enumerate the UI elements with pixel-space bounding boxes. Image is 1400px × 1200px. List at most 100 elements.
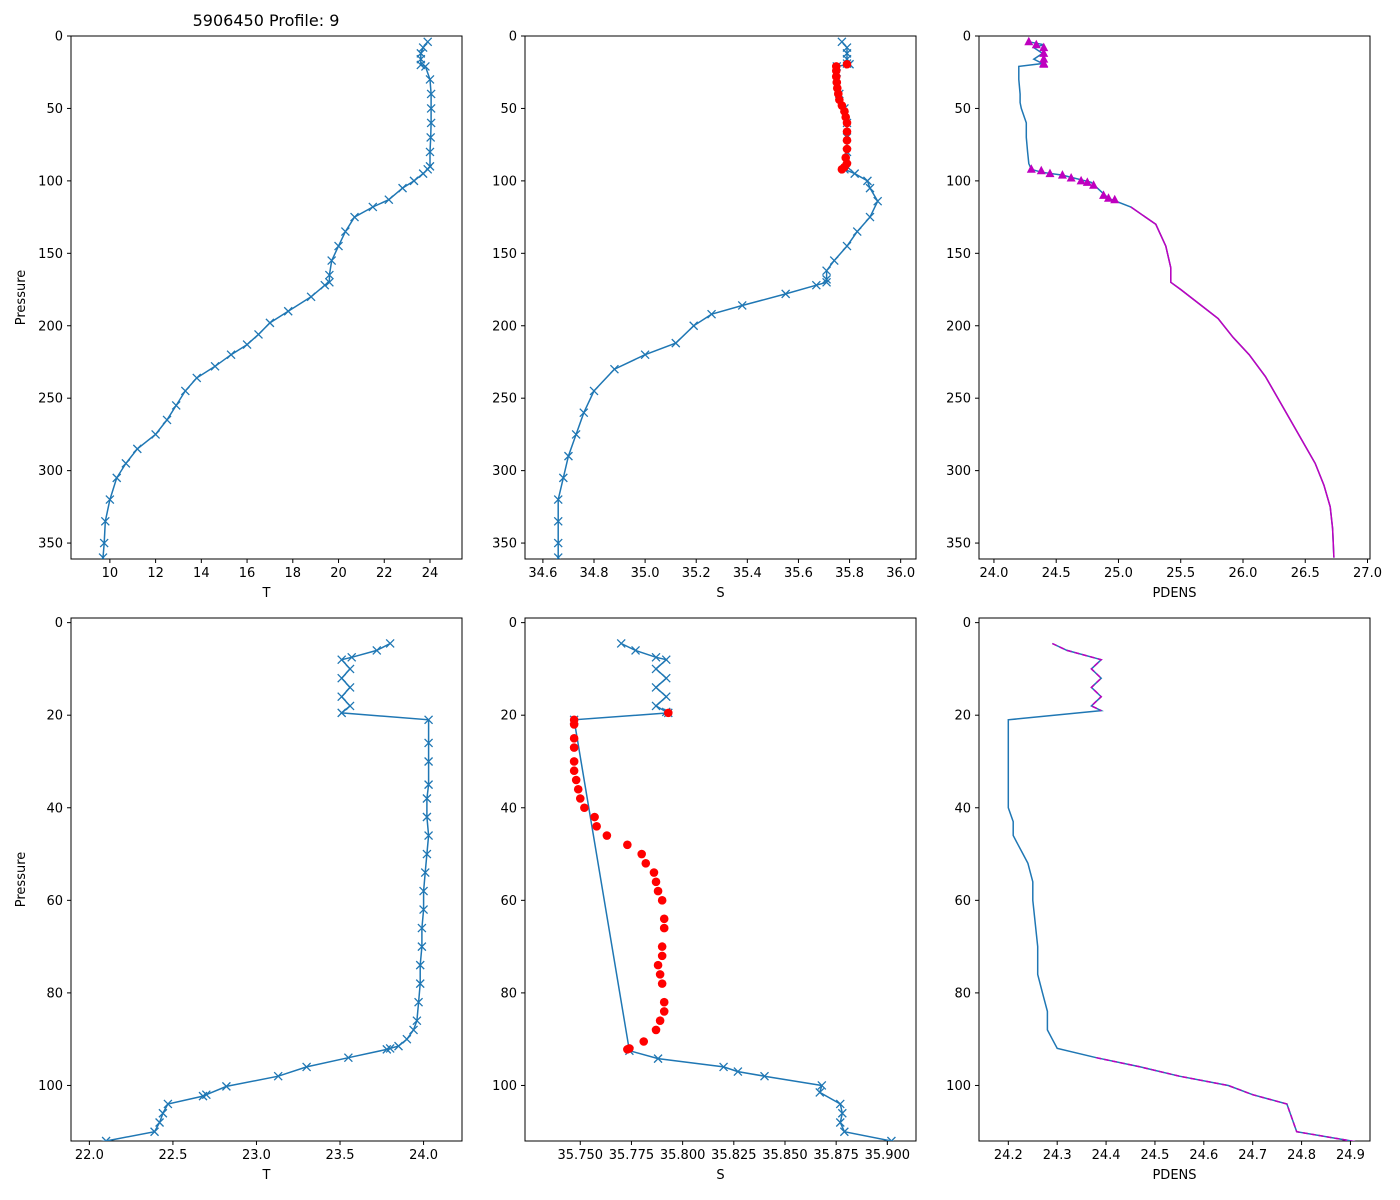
data-point-x-marker [385, 1043, 395, 1053]
series-pdens-overlay [1051, 642, 1103, 712]
subplot-bottom-PDENS: 24.2 24.3 24.4 24.5 24.6 24.7 24.8 24.9 0 20 40 60 8… [946, 616, 1371, 1183]
data-point-circle-marker [655, 1016, 665, 1025]
series-pdens-tail [1130, 206, 1335, 558]
data-point-x-marker [426, 118, 436, 128]
y-tick-label: 20 [46, 709, 63, 724]
data-point-x-marker [337, 692, 347, 702]
data-point-circle-marker [655, 970, 665, 979]
data-point-circle-marker [659, 997, 669, 1007]
series-s-flagged [569, 708, 673, 1054]
data-point-x-marker [419, 886, 429, 896]
data-point-circle-marker [659, 914, 669, 924]
data-point-x-marker [563, 451, 573, 461]
data-point-x-marker [100, 516, 110, 526]
y-tick-label: 80 [46, 986, 63, 1001]
data-point-x-marker [98, 553, 108, 559]
data-point-circle-marker [580, 803, 589, 813]
data-point-x-marker [150, 1127, 160, 1137]
data-point-x-marker [417, 942, 427, 952]
data-point-x-marker [132, 444, 142, 454]
data-point-x-marker [384, 195, 394, 205]
plot-area [1007, 642, 1357, 1141]
data-point-circle-marker [842, 144, 852, 154]
data-point-triangle-marker [1076, 175, 1086, 185]
data-point-circle-marker [573, 784, 583, 794]
data-point-x-marker [425, 75, 435, 84]
data-point-circle-marker [641, 859, 651, 868]
axes-frame [978, 35, 1371, 560]
data-point-circle-marker [651, 1025, 661, 1035]
data-point-x-marker [661, 673, 671, 683]
series-line [1130, 206, 1335, 558]
data-point-x-marker [412, 1016, 422, 1026]
data-point-circle-marker [639, 1037, 649, 1046]
subplot-top-PDENS: 24.0 24.5 25.0 25.5 26.0 26.5 27.0 0 50 100 150 200… [946, 30, 1382, 602]
data-point-circle-marker [842, 127, 852, 136]
data-point-x-marker [842, 241, 852, 251]
data-point-x-marker [345, 682, 355, 692]
data-point-x-marker [426, 89, 436, 99]
x-tick-label: 23.0 [242, 1148, 271, 1163]
series-t [98, 37, 436, 559]
x-tick-label: 24.5 [1042, 566, 1071, 581]
data-point-x-marker [737, 301, 747, 310]
data-point-x-marker [835, 1118, 845, 1127]
x-tick-label: 20 [330, 566, 347, 581]
data-point-triangle-marker [1031, 39, 1041, 49]
data-point-x-marker [640, 350, 650, 360]
series-pdens-flagged [1024, 36, 1120, 204]
data-point-x-marker [733, 1067, 743, 1077]
data-point-circle-marker [602, 831, 612, 840]
y-tick-label: 0 [963, 616, 971, 631]
y-tick-label: 200 [946, 319, 971, 334]
data-point-x-marker [822, 266, 832, 276]
x-tick-label: 35.4 [733, 566, 762, 581]
y-tick-label: 100 [38, 174, 63, 189]
data-point-circle-marker [569, 766, 579, 776]
y-tick-label: 20 [500, 709, 517, 724]
data-point-x-marker [345, 701, 355, 711]
data-point-x-marker [99, 538, 109, 548]
x-tick-label: 35.800 [660, 1148, 706, 1163]
data-point-x-marker [760, 1071, 769, 1081]
data-point-x-marker [180, 386, 190, 396]
data-point-circle-marker [575, 794, 585, 803]
data-point-circle-marker [653, 960, 663, 970]
data-point-x-marker [372, 645, 382, 655]
data-point-x-marker [382, 1044, 392, 1054]
data-point-x-marker [865, 183, 875, 193]
x-tick-label: 23.5 [326, 1148, 355, 1163]
data-point-x-marker [158, 1108, 168, 1118]
x-tick-label: 24.6 [1189, 1148, 1218, 1163]
data-point-x-marker [865, 212, 875, 222]
data-point-circle-marker [657, 979, 667, 988]
y-tick-label: 350 [38, 537, 63, 552]
y-tick-label: 60 [500, 894, 517, 909]
data-point-x-marker [862, 176, 872, 186]
data-point-x-marker [651, 682, 661, 692]
x-tick-label: 25.0 [1104, 566, 1133, 581]
x-tick-label: 22.5 [158, 1148, 187, 1163]
x-tick-label: 35.750 [558, 1148, 604, 1163]
data-point-x-marker [689, 321, 699, 331]
data-point-triangle-marker [1039, 59, 1049, 68]
data-point-x-marker [719, 1062, 729, 1072]
data-point-circle-marker [637, 849, 646, 859]
data-point-circle-marker [569, 743, 579, 752]
x-tick-label: 27.0 [1353, 566, 1382, 581]
y-tick-label: 80 [500, 986, 517, 1001]
data-point-x-marker [409, 1025, 419, 1035]
subplot-grid: 10 12 14 16 18 20 22 24050100150200250300350TPr… [14, 30, 1382, 1184]
data-point-x-marker [616, 638, 626, 648]
x-tick-label: 26.5 [1291, 566, 1320, 581]
y-tick-label: 200 [492, 319, 517, 334]
data-point-x-marker [324, 277, 334, 287]
data-point-x-marker [651, 664, 661, 674]
figure-title: 5906450 Profile: 9 [193, 11, 340, 30]
data-point-x-marker [426, 103, 436, 113]
data-point-x-marker [811, 280, 821, 290]
data-point-x-marker [417, 923, 427, 933]
x-axis-label: PDENS [1152, 1168, 1196, 1183]
data-point-x-marker [837, 1108, 847, 1118]
data-point-x-marker [192, 373, 202, 383]
